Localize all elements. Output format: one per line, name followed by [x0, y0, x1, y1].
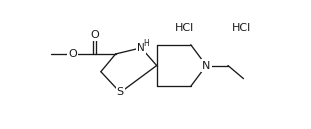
Text: H: H [144, 39, 150, 49]
Text: O: O [69, 49, 77, 59]
Text: N: N [137, 43, 145, 53]
Text: S: S [117, 87, 124, 98]
Text: N: N [202, 61, 211, 71]
Text: HCl: HCl [175, 23, 194, 33]
Text: HCl: HCl [232, 23, 252, 33]
Text: O: O [90, 30, 99, 40]
